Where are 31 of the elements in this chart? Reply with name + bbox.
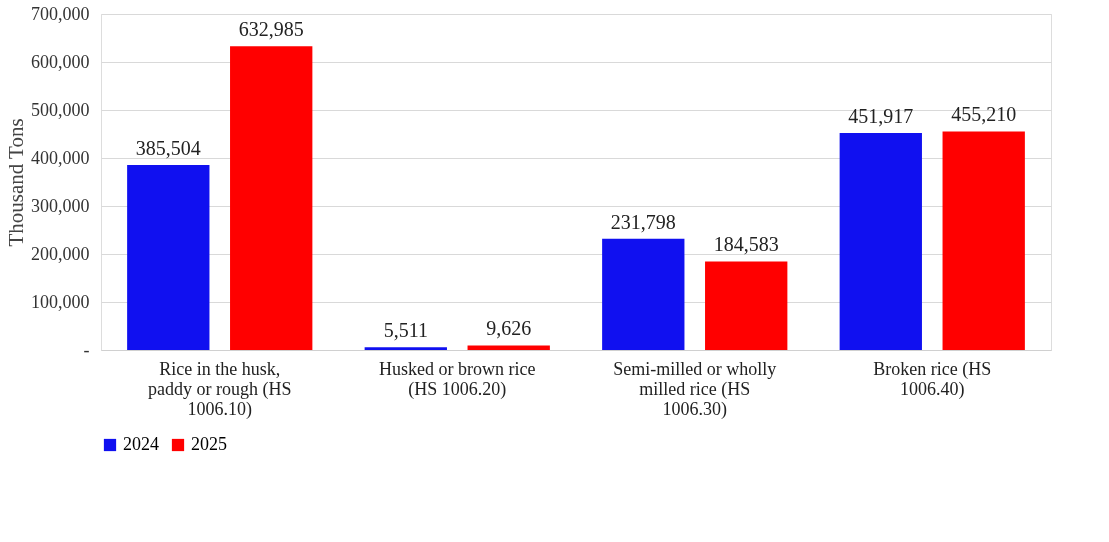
y-tick-label: 500,000 — [31, 99, 90, 120]
bar — [467, 345, 550, 350]
legend-label: 2024 — [123, 434, 159, 454]
data-label: 184,583 — [713, 233, 779, 256]
x-tick-label: Semi-milled or wholly milled rice (HS 1006.30) — [613, 358, 777, 420]
y-tick-label: 100,000 — [31, 291, 90, 312]
bar — [942, 131, 1025, 350]
bar — [705, 261, 788, 350]
x-tick-label: Broken rice (HS 1006.40) — [873, 358, 992, 400]
data-label: 9,626 — [486, 317, 532, 340]
x-tick-label: Husked or brown rice (HS 1006.20) — [379, 358, 536, 400]
bar — [364, 347, 447, 350]
y-axis-title: Thousand Tons — [4, 118, 28, 247]
data-label: 455,210 — [951, 103, 1017, 126]
y-tick-label: 600,000 — [31, 51, 90, 72]
y-tick-label: 700,000 — [31, 3, 90, 24]
y-tick-label: 300,000 — [31, 195, 90, 216]
bar — [839, 133, 922, 350]
data-label: 231,798 — [610, 210, 676, 233]
y-tick-label: 200,000 — [31, 243, 90, 264]
bar — [602, 238, 685, 350]
data-label: 451,917 — [848, 105, 914, 128]
legend-label: 2025 — [191, 434, 227, 454]
y-tick-label: 400,000 — [31, 147, 90, 168]
x-tick-label: Rice in the husk, paddy or rough (HS 1006.10) — [148, 358, 292, 420]
y-tick-label: - — [83, 339, 90, 360]
bar — [127, 164, 210, 350]
data-label: 385,504 — [135, 136, 201, 159]
bar — [230, 46, 313, 350]
data-label: 5,511 — [383, 319, 428, 342]
data-label: 632,985 — [238, 18, 304, 41]
